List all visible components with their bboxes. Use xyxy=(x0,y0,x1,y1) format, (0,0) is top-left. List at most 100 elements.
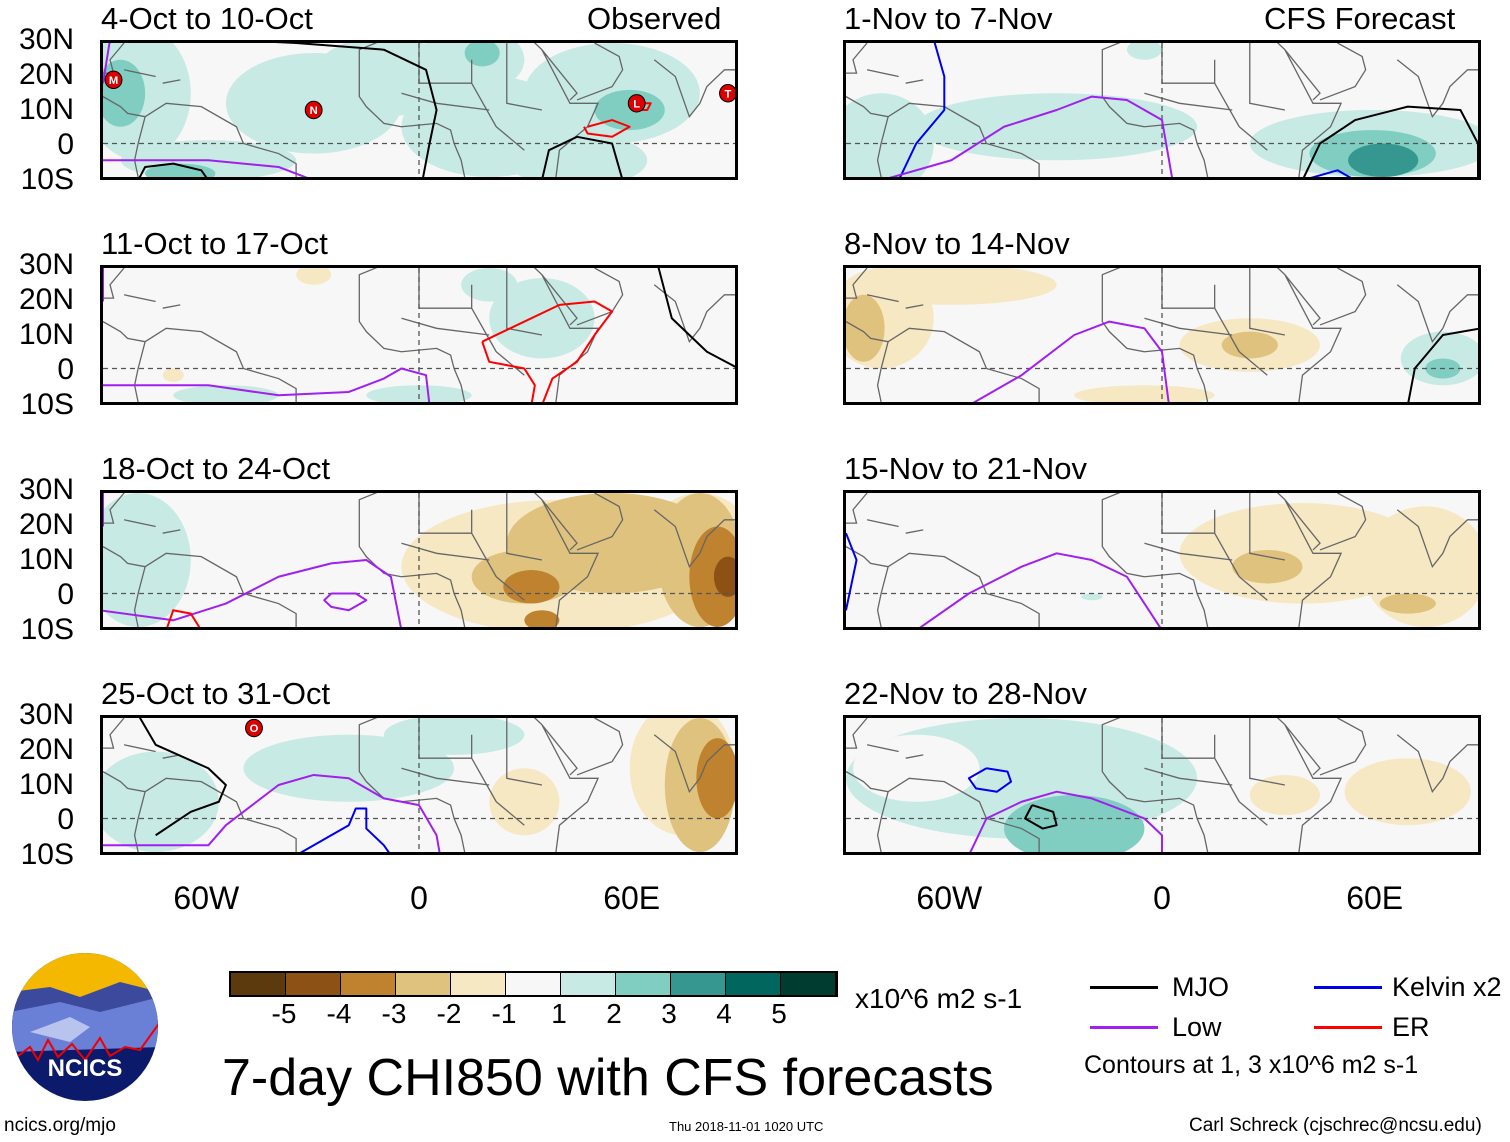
map-panel: M N L T xyxy=(100,40,738,180)
tropical-cyclone-icon xyxy=(246,719,263,736)
colorbar xyxy=(229,971,838,997)
kelvin-contour xyxy=(846,533,857,610)
anomaly-region xyxy=(461,268,518,302)
colorbar-swatch xyxy=(286,973,341,995)
coastline xyxy=(846,718,1478,852)
anomaly-region xyxy=(846,294,885,362)
colorbar-swatch xyxy=(671,973,726,995)
coastline xyxy=(846,268,1478,402)
er-contour xyxy=(584,120,630,137)
mjo-contour xyxy=(138,164,208,177)
lat-tick-label: 30N xyxy=(18,23,74,56)
site-url[interactable]: ncics.org/mjo xyxy=(4,1115,116,1136)
anomaly-region xyxy=(145,163,216,177)
anomaly-region xyxy=(243,734,455,802)
lat-tick-label: 10N xyxy=(18,318,74,351)
anomaly-region xyxy=(1081,593,1103,601)
tropical-cyclone-icon xyxy=(305,101,322,118)
anomaly-region xyxy=(524,610,560,627)
anomaly-region xyxy=(1126,43,1162,60)
anomaly-region xyxy=(464,43,500,67)
anomaly-region xyxy=(594,89,665,131)
figure-title: 7-day CHI850 with CFS forecasts xyxy=(222,1049,994,1107)
low-contour xyxy=(916,553,1162,627)
lat-tick-label: 10S xyxy=(20,388,74,421)
lat-tick-label: 0 xyxy=(57,353,74,386)
anomaly-region xyxy=(1379,593,1436,614)
lon-tick-label: 60W xyxy=(916,880,983,916)
map-panel xyxy=(843,715,1481,855)
colorbar-swatch xyxy=(231,973,286,995)
panel-title: 25-Oct to 31-Oct xyxy=(101,676,331,711)
lat-tick-label: 0 xyxy=(57,128,74,161)
storm-letter: N xyxy=(310,105,318,117)
map-panel xyxy=(100,265,738,405)
tropical-cyclone-icon xyxy=(720,85,735,102)
colorbar-swatch xyxy=(726,973,781,995)
anomaly-region xyxy=(1221,331,1278,359)
logo-text: NCICS xyxy=(48,1055,123,1082)
kelvin-contour xyxy=(899,43,945,177)
map-panel xyxy=(100,490,738,630)
anomaly-region xyxy=(1249,774,1320,816)
lat-tick-label: 30N xyxy=(18,248,74,281)
colorbar-tick-label: -5 xyxy=(271,998,297,1029)
map-panel xyxy=(843,40,1481,180)
lat-tick-label: 20N xyxy=(18,58,74,91)
colorbar-swatch xyxy=(616,973,671,995)
lat-tick-label: 30N xyxy=(18,698,74,731)
lon-tick-label: 60W xyxy=(173,880,240,916)
er-contour xyxy=(482,302,612,403)
lat-tick-label: 10S xyxy=(20,613,74,646)
low-contour xyxy=(969,322,1169,402)
tropical-cyclone-icon xyxy=(628,95,645,112)
lat-tick-label: 20N xyxy=(18,283,74,316)
kelvin-contour xyxy=(1302,170,1355,177)
mjo-contour xyxy=(658,268,735,369)
colorbar-swatch xyxy=(561,973,616,995)
anomaly-region xyxy=(366,385,472,402)
map-panel: O xyxy=(100,715,738,855)
kelvin-legend-line xyxy=(1314,986,1382,989)
colorbar-swatch xyxy=(506,973,561,995)
colorbar-swatch xyxy=(396,973,451,995)
mjo-contour xyxy=(138,718,226,835)
mjo-contour xyxy=(226,43,437,177)
anomaly-region xyxy=(1348,143,1419,177)
er-legend-label: ER xyxy=(1392,1012,1430,1042)
observed-label: Observed xyxy=(587,1,722,36)
anomaly-region xyxy=(846,268,1057,305)
mjo-contour xyxy=(1025,805,1057,828)
panel-title: 15-Nov to 21-Nov xyxy=(844,451,1087,486)
timestamp: Thu 2018-11-01 1020 UTC xyxy=(669,1119,824,1134)
colorbar-tick-label: 3 xyxy=(661,998,677,1029)
kelvin-contour xyxy=(969,768,1011,791)
anomaly-region xyxy=(489,768,560,836)
colorbar-tick-label: -4 xyxy=(326,998,352,1029)
anomaly-region xyxy=(916,93,1198,161)
lat-tick-label: 0 xyxy=(57,578,74,611)
anomaly-region xyxy=(173,385,279,402)
anomaly-region xyxy=(503,570,560,604)
colorbar-tick-label: -2 xyxy=(436,998,462,1029)
kelvin-contour xyxy=(296,808,391,852)
colorbar-swatch xyxy=(781,973,836,995)
low-contour xyxy=(881,97,1172,177)
lat-tick-label: 30N xyxy=(18,473,74,506)
anomaly-region xyxy=(162,368,184,382)
er-contour xyxy=(482,342,535,402)
anomaly-region xyxy=(1344,758,1471,826)
coastline xyxy=(846,493,1478,627)
contours-note: Contours at 1, 3 x10^6 m2 s-1 xyxy=(1084,1051,1419,1079)
colorbar-tick-label: 1 xyxy=(551,998,567,1029)
low-contour xyxy=(103,560,401,627)
mjo-legend-line xyxy=(1090,986,1158,989)
coastline xyxy=(103,493,735,627)
low-contour xyxy=(969,792,1162,852)
map-panel xyxy=(843,490,1481,630)
mjo-contour xyxy=(542,137,623,177)
colorbar-tick-label: -3 xyxy=(381,998,407,1029)
low-contour xyxy=(103,775,440,852)
colorbar-swatch xyxy=(341,973,396,995)
lat-tick-label: 20N xyxy=(18,508,74,541)
